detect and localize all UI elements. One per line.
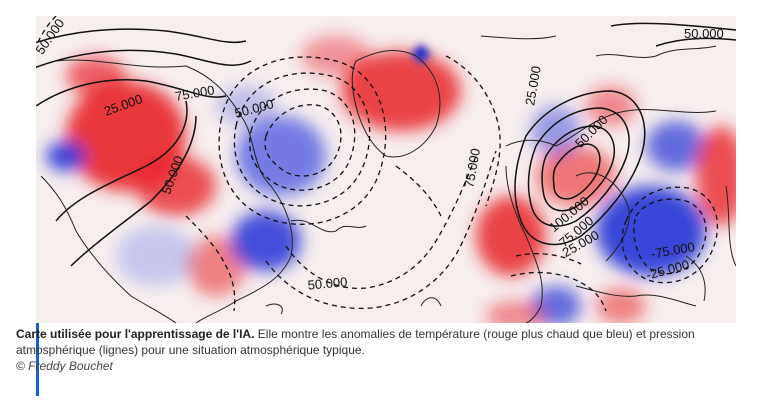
caption-accent-bar — [36, 323, 39, 396]
coastlines — [40, 35, 736, 323]
contour-label: 75.000 — [461, 147, 483, 189]
image-credit: © Freddy Bouchet — [16, 359, 113, 373]
pressure-lines-dashed — [36, 16, 719, 312]
temperature-anomalies — [46, 36, 736, 323]
climate-map: 50.000 50.000 25.000 75.000 50.000 50.00… — [36, 16, 736, 323]
contour-label: 50.000 — [684, 26, 724, 41]
caption-text: Elle montre les anomalies de température… — [16, 327, 695, 357]
pressure-lines-solid — [36, 22, 736, 267]
contour-label: 25.000 — [522, 65, 544, 107]
figure: 50.000 50.000 25.000 75.000 50.000 50.00… — [36, 16, 736, 396]
map-graphic: 50.000 50.000 25.000 75.000 50.000 50.00… — [36, 16, 736, 323]
figure-caption: Carte utilisée pour l'apprentissage de l… — [16, 326, 706, 374]
contour-label: 50.000 — [307, 274, 348, 292]
caption-lead: Carte utilisée pour l'apprentissage de l… — [16, 327, 255, 341]
contour-label: 75.000 — [174, 82, 216, 104]
